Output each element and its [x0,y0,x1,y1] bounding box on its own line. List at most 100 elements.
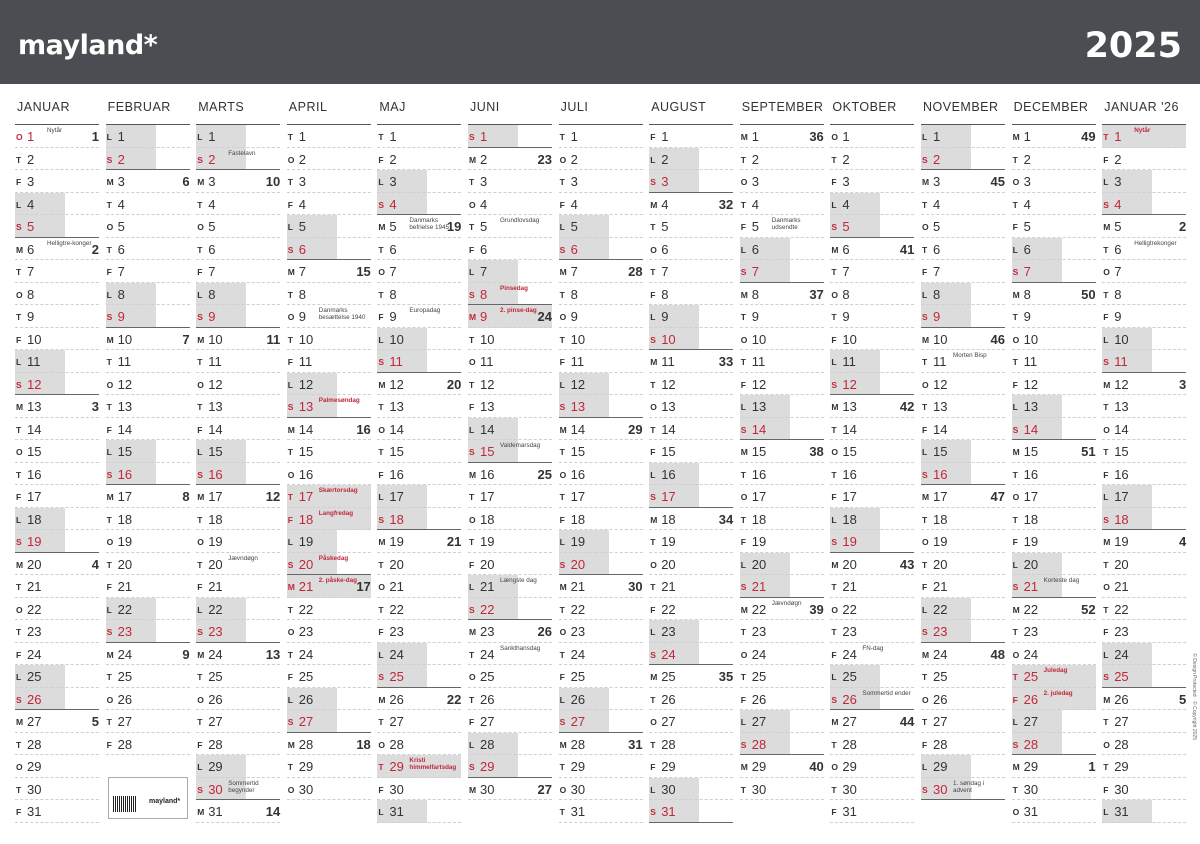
weekday-letter: T [1103,132,1109,142]
day-number: 26 [298,691,314,707]
day-cell: F 12 [739,373,824,395]
weekday-letter: O [559,154,567,165]
day-number: 29 [1114,759,1129,774]
weekday-letter: T [650,267,656,277]
day-cell: F 14 [921,418,1005,440]
day-number: 27 [480,714,495,729]
day-cell: T 26 [649,688,734,710]
day-number: 29 [751,759,767,774]
day-number: 6 [480,241,488,257]
day-number: 10 [117,331,133,347]
day-cell: O 23 [286,620,371,643]
day-number: 12 [27,376,42,392]
day-number: 15 [1023,444,1039,459]
day-number: 18 [570,511,586,527]
day-number: 6 [1114,241,1122,257]
day-number: 8 [298,286,307,302]
day-cell: T 18 [105,508,190,530]
day-number: 27 [570,714,586,729]
day-cell: M 15 51 [1011,440,1096,463]
day-number: 18 [298,511,314,527]
day-number: 1 [933,129,941,144]
weekday-letter: L [1012,402,1018,412]
weekday-letter: L [106,447,112,457]
day-number: 5 [751,219,760,234]
day-cell: T 11 Morten Bisp [921,350,1005,373]
day-number: 16 [480,466,495,482]
day-cell: S 23 [196,620,281,643]
day-number: 4 [1114,196,1122,212]
day-cell: T 25 [196,665,281,688]
day-cell: L 24 [1102,642,1187,665]
weekday-letter: T [287,289,293,300]
day-number: 27 [661,714,676,729]
weekday-letter: T [16,627,22,637]
weekday-letter: M [106,649,114,660]
weekday-letter: O [559,469,567,480]
weekday-letter: T [831,784,837,795]
weekday-letter: L [287,222,293,232]
day-number: 17 [661,489,676,504]
week-number: 5 [91,714,99,729]
day-cell: L 27 [739,710,824,733]
day-cell: T 23 [830,620,915,643]
weekday-letter: T [469,177,475,187]
day-cell: T 13 [196,395,281,418]
day-number: 10 [298,331,314,347]
day-number: 6 [661,241,669,257]
week-number: 17 [356,579,371,594]
day-number: 11 [751,354,766,369]
weekday-letter: M [16,559,24,570]
weekday-letter: T [106,559,112,570]
day-number: 12 [1114,376,1129,392]
weekday-letter: F [831,334,837,345]
weekday-letter: M [650,199,658,210]
weekday-letter: S [469,289,475,300]
day-cell: F 21 [105,575,190,598]
day-cell: T 10 [558,328,643,350]
month-column: AUGUST F 1 L 2 S 3 M 4 32 T 5 O 6 T 7 F 8 L 9 S 10 M 11 33 T 12 O 13… [649,90,735,830]
day-cell: L 11 [830,350,915,373]
week-number: 18 [356,736,371,752]
weekday-letter: F [740,379,746,390]
weekday-letter: M [16,244,24,255]
day-cell: T 25 [105,665,190,688]
day-cell: M 20 4 [15,553,99,575]
day-number: 31 [842,804,857,819]
day-cell: O 10 [739,328,824,350]
weekday-letter: T [831,739,837,750]
day-note: Fastelavn [228,149,256,157]
day-note: 2. juledag [1043,689,1073,697]
weekday-letter: F [106,424,112,435]
weekday-letter: M [469,627,477,637]
weekday-letter: S [106,154,113,165]
weekday-letter: M [106,177,114,187]
weekday-letter: S [740,582,747,592]
day-number: 30 [1023,781,1039,797]
day-number: 3 [751,174,760,189]
day-cell: F 28 [105,733,190,755]
day-cell: M 22 Jævndøgn 39 [739,598,824,620]
day-number: 14 [661,421,676,437]
day-number: 22 [842,601,857,617]
weekday-letter: F [922,582,928,592]
day-cell: T 21 [15,575,99,598]
day-number: 6 [933,241,941,257]
day-number: 13 [751,399,767,414]
weekday-letter: F [197,424,203,435]
day-cell: L 31 [377,800,462,823]
weekday-letter: T [378,604,384,615]
week-number: 14 [265,804,281,819]
day-cell: S 13 Palmesøndag [286,395,371,418]
weekday-letter: L [559,222,565,232]
day-number: 19 [1023,534,1039,549]
day-number: 9 [480,309,488,324]
day-number: 18 [117,511,133,527]
day-cell: M 7 28 [558,260,643,283]
